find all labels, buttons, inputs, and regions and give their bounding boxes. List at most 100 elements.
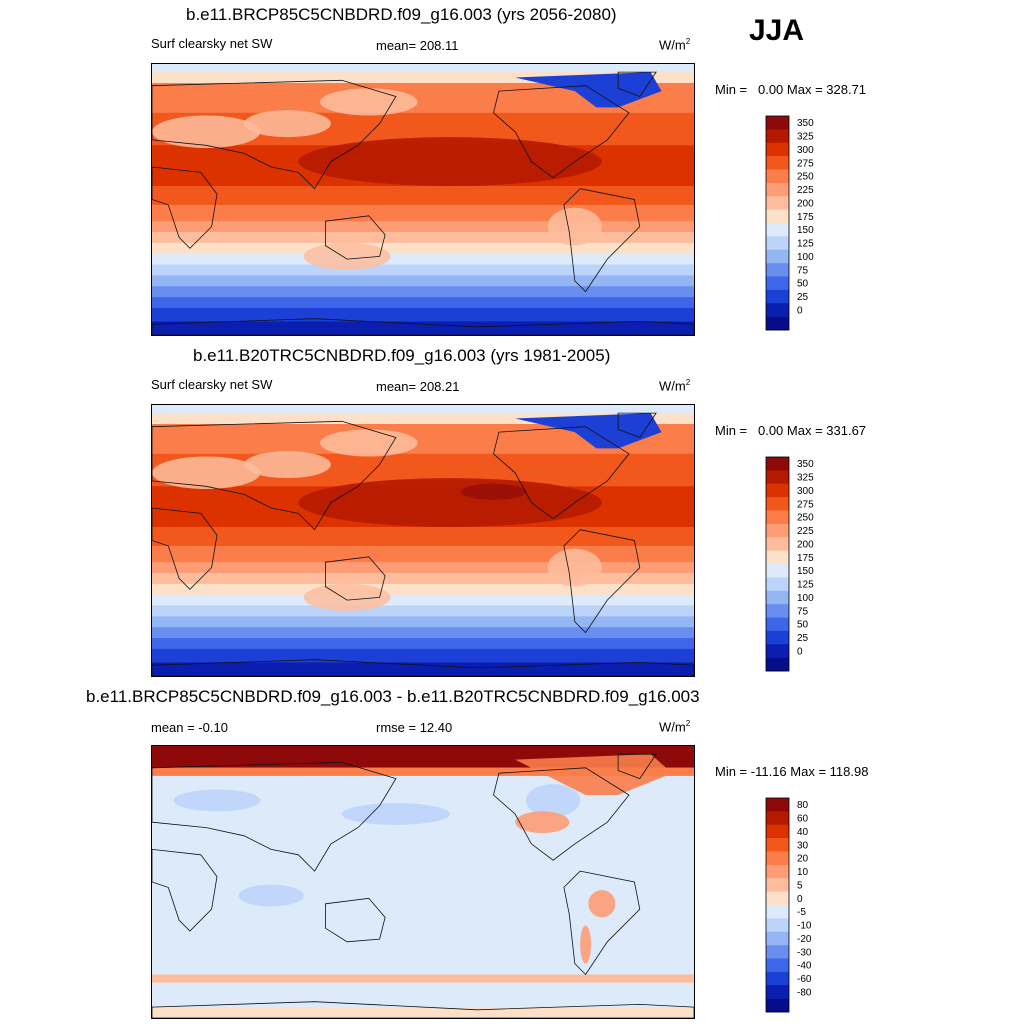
colorbar-swatch <box>766 483 789 498</box>
colorbar-tick-label: 0 <box>797 646 803 657</box>
colorbar-swatch <box>766 891 789 906</box>
colorbar-swatch <box>766 209 789 224</box>
colorbar-tick-label: 0 <box>797 305 803 316</box>
colorbar-tick-label: 350 <box>797 459 814 470</box>
colorbar-tick-label: 225 <box>797 526 814 537</box>
colorbar-swatch <box>766 958 789 973</box>
map-positive-patch <box>515 811 570 834</box>
colorbar-swatch <box>766 316 789 331</box>
map-greenland-region <box>515 72 662 108</box>
panel-1-mean: mean= 208.11 <box>376 38 459 53</box>
colorbar-tick-label: 5 <box>797 880 803 891</box>
panel-3-colorbar-svg: 80 60 40 30 20 10 5 0 -5 -10 -20 -30 -40 -60 -80 <box>765 797 812 1013</box>
map-latitude-band <box>152 297 694 309</box>
colorbar-tick-label: 30 <box>797 840 809 851</box>
colorbar-frame <box>765 115 790 331</box>
colorbar-tick-label: 25 <box>797 633 809 644</box>
panel-1-minmax: Min = 0.00 Max = 328.71 <box>715 82 867 97</box>
colorbar-swatch <box>766 523 789 538</box>
colorbar-tick-label: 275 <box>797 158 814 169</box>
panel-2-variable-label: Surf clearsky net SW <box>151 377 273 392</box>
colorbar-swatch <box>766 276 789 291</box>
colorbar-tick-label: 75 <box>797 265 809 276</box>
colorbar-tick-label: 150 <box>797 566 814 577</box>
colorbar-swatch <box>766 196 789 210</box>
map-highvalue-region <box>298 478 602 527</box>
map-land-patch <box>320 88 418 116</box>
colorbar-swatch <box>766 918 789 933</box>
panel-3-map <box>151 745 695 1019</box>
map-coastline <box>493 767 630 861</box>
map-land-patch <box>244 110 331 138</box>
panel-2-minmax: Min = 0.00 Max = 331.67 <box>715 423 867 438</box>
colorbar-swatch <box>766 590 789 605</box>
colorbar-swatch <box>766 497 789 511</box>
map-land-patch <box>303 583 391 611</box>
colorbar-tick-label: -80 <box>797 987 812 998</box>
map-highvalue-region <box>298 137 602 186</box>
colorbar-swatch <box>766 564 789 578</box>
panel-1-units: W/m2 <box>659 37 691 53</box>
map-latitude-band <box>152 275 694 287</box>
colorbar-swatch <box>766 851 789 866</box>
colorbar-tick-label: 175 <box>797 553 814 564</box>
map-coastlines <box>152 412 694 676</box>
map-antarctic-band <box>152 1007 694 1018</box>
panel-2-units: W/m2 <box>659 378 691 394</box>
colorbar-swatch <box>766 604 789 618</box>
map-latitude-band <box>152 186 694 206</box>
colorbar-swatch <box>766 905 789 919</box>
map-coastline <box>325 215 386 260</box>
colorbar-tick-label: 0 <box>797 894 803 905</box>
colorbar-tick-label: 325 <box>797 473 814 484</box>
panel-3-minmax: Min = -11.16 Max = 118.98 <box>715 764 869 779</box>
colorbar-swatch <box>766 931 789 946</box>
panel-1-variable-label: Surf clearsky net SW <box>151 36 273 51</box>
panel-3-units: W/m2 <box>659 719 691 735</box>
panel-2-map-svg <box>152 405 694 676</box>
map-coastline <box>325 556 386 601</box>
panel-3-mean: mean = -0.10 <box>151 720 228 735</box>
colorbar-tick-label: 50 <box>797 279 809 290</box>
map-coastline <box>152 761 397 872</box>
panel-2-mean: mean= 208.21 <box>376 379 460 394</box>
colorbar-swatch <box>766 945 789 959</box>
colorbar-tick-label: -30 <box>797 947 812 958</box>
map-coastline <box>152 420 397 531</box>
map-latitude-band <box>152 221 694 233</box>
colorbar-frame <box>765 797 790 1013</box>
map-coastline <box>152 79 397 190</box>
colorbar-swatch <box>766 223 789 237</box>
colorbar-tick-label: 350 <box>797 118 814 129</box>
colorbar-tick-label: 10 <box>797 867 809 878</box>
colorbar-tick-label: 75 <box>797 606 809 617</box>
colorbar-swatch <box>766 824 789 839</box>
colorbar-tick-label: 250 <box>797 172 814 183</box>
colorbar-swatch <box>766 303 789 317</box>
map-coastline <box>152 318 694 335</box>
colorbar-swatch <box>766 617 789 632</box>
map-latitude-band <box>152 286 694 298</box>
panel-1-title: b.e11.BRCP85C5CNBDRD.f09_g16.003 (yrs 20… <box>186 5 617 24</box>
colorbar-swatch <box>766 129 789 144</box>
map-latitude-band <box>152 627 694 639</box>
map-coastline <box>617 412 657 438</box>
colorbar-tick-label: 50 <box>797 620 809 631</box>
colorbar-tick-label: 80 <box>797 800 809 811</box>
colorbar-swatch <box>766 630 789 645</box>
map-latitude-band <box>152 638 694 650</box>
panel-1-colorbar: 350 325 300 275 250 225 200 175 150 125 100 75 50 25 0 <box>765 115 846 331</box>
map-latitude-band <box>152 307 694 322</box>
colorbar-tick-label: 250 <box>797 513 814 524</box>
panel-3-rmse: rmse = 12.40 <box>376 720 453 735</box>
map-greenland-region <box>515 754 673 795</box>
map-latitude-band <box>152 264 694 276</box>
map-coastline <box>152 848 218 932</box>
map-coastline <box>152 1001 694 1018</box>
colorbar-tick-label: 325 <box>797 132 814 143</box>
map-negative-patch <box>525 784 581 817</box>
map-coastline <box>617 753 657 780</box>
colorbar-swatch <box>766 878 789 892</box>
colorbar-tick-label: -40 <box>797 961 812 972</box>
colorbar-swatch <box>766 537 789 551</box>
